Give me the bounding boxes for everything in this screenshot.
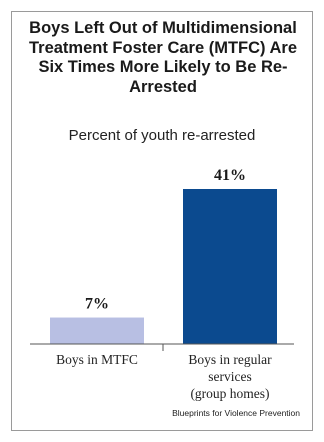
chart-title: Boys Left Out of Multidimensional Treatm… <box>28 19 298 96</box>
category-label-2: Boys in regular services (group homes) <box>188 352 272 401</box>
category-label-1: Boys in MTFC <box>56 352 138 367</box>
bar-chart: 7% Boys in MTFC 41% Boys in regular services… <box>30 167 294 401</box>
bar-1 <box>50 317 144 344</box>
bar-2 <box>183 189 277 344</box>
chart-subtitle: Percent of youth re-arrested <box>68 127 256 144</box>
value-label-2: 41% <box>214 167 246 184</box>
source-note: Blueprints for Violence Prevention <box>172 408 300 418</box>
value-label-1: 7% <box>85 296 109 313</box>
chart-card: Boys Left Out of Multidimensional Treatm… <box>11 11 313 431</box>
